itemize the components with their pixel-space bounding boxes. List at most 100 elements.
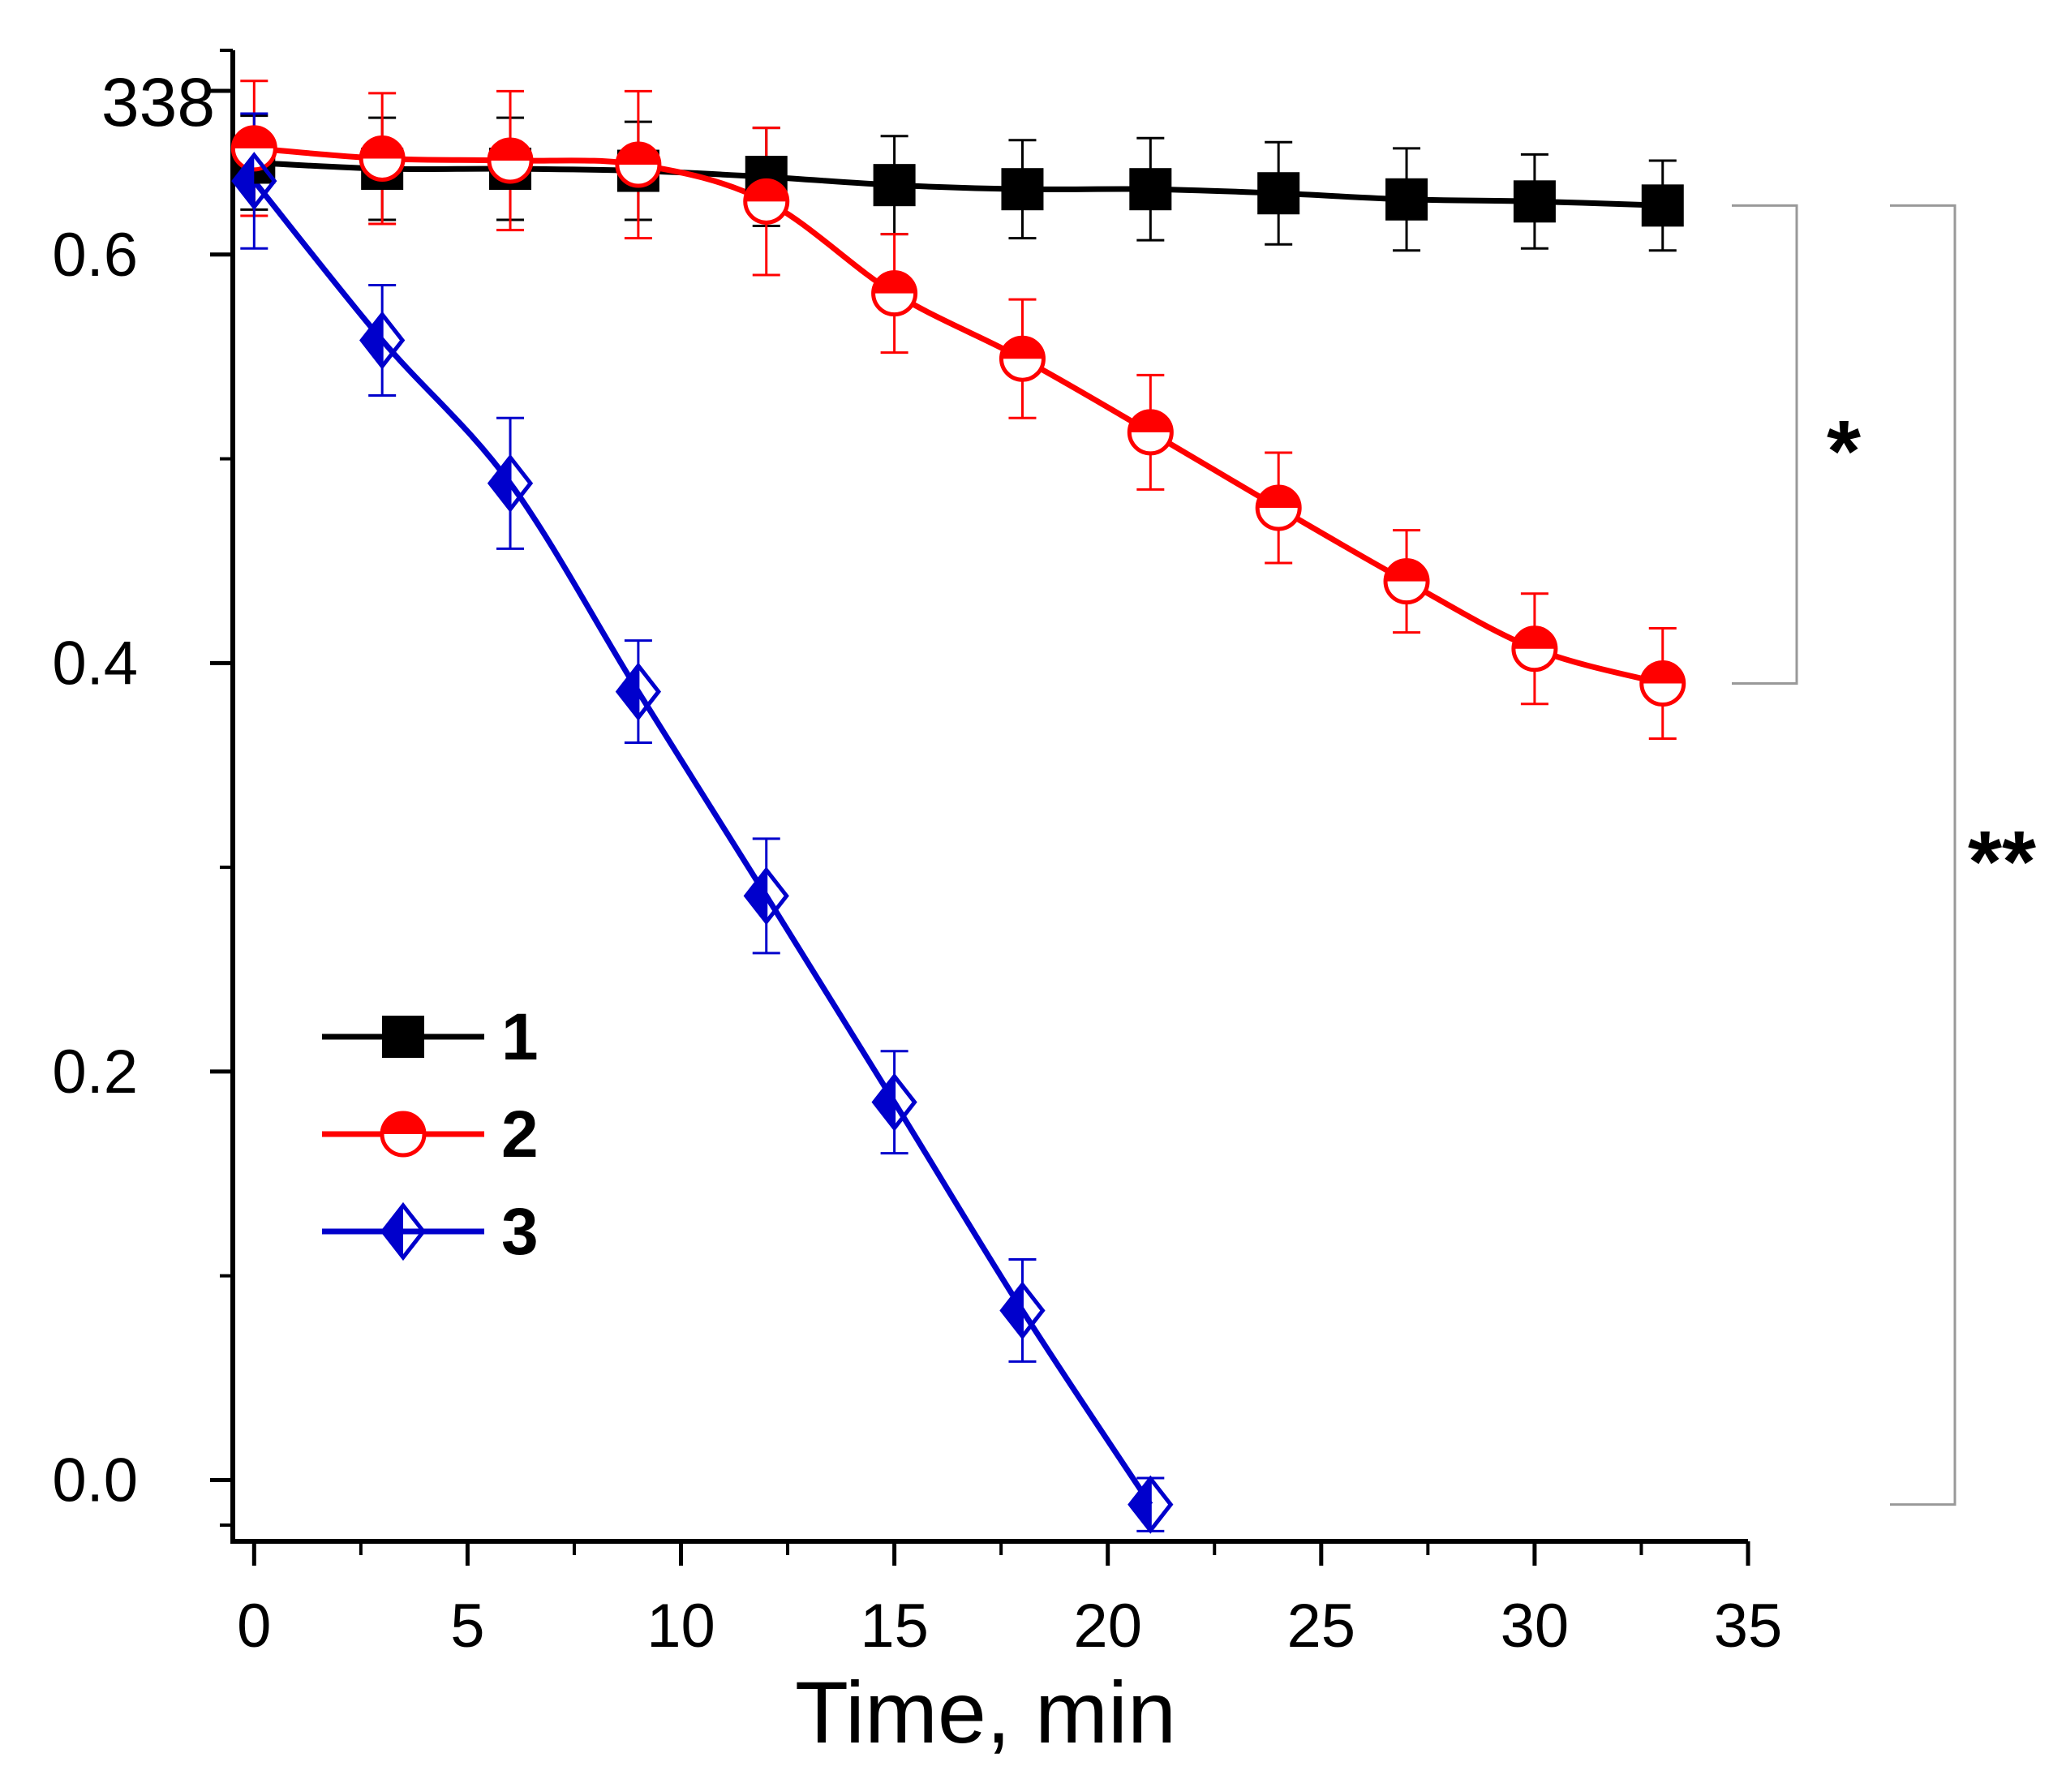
- series-markers: [230, 125, 1686, 1534]
- marker-diamond-fill: [383, 1205, 403, 1257]
- marker-square: [1513, 180, 1556, 223]
- x-tick-label: 20: [1073, 1592, 1142, 1661]
- marker-diamond-fill: [874, 1076, 895, 1128]
- marker-circle-fill: [1641, 662, 1684, 684]
- marker-square: [1641, 184, 1684, 227]
- x-tick-label: 15: [860, 1592, 929, 1661]
- y-tick-label: 0.4: [52, 629, 138, 698]
- legend-marker-3: [380, 1201, 427, 1261]
- marker-circle-fill: [1001, 337, 1044, 359]
- data-point-3: [359, 311, 406, 370]
- series-line-2: [254, 145, 1664, 686]
- data-point-2: [1639, 660, 1686, 707]
- legend-marker-1: [382, 1016, 424, 1058]
- data-point-1: [1641, 184, 1684, 227]
- bracket-label-2: **: [1968, 812, 2036, 910]
- marker-square: [1385, 178, 1428, 221]
- axes: 338 Time, min: [101, 50, 1748, 1761]
- marker-diamond-fill: [234, 155, 255, 208]
- data-point-2: [743, 178, 790, 225]
- marker-circle-fill: [1257, 486, 1300, 508]
- data-point-2: [359, 135, 406, 182]
- data-point-3: [743, 866, 789, 926]
- data-point-2: [1127, 409, 1174, 456]
- data-point-2: [1511, 625, 1558, 673]
- data-point-1: [873, 164, 916, 207]
- significance-brackets: ***: [1732, 204, 2036, 1506]
- data-point-1: [1001, 168, 1044, 211]
- marker-diamond-fill: [362, 314, 383, 367]
- marker-circle-fill: [489, 139, 532, 161]
- series-line-3: [251, 178, 1153, 1506]
- data-point-2: [1255, 484, 1302, 531]
- legend-label-1: 1: [501, 1000, 539, 1074]
- marker-square: [1001, 168, 1044, 211]
- bracket-2: [1890, 204, 1956, 1506]
- bracket-1: [1732, 204, 1798, 685]
- x-tick-label: 10: [646, 1592, 715, 1661]
- y-tick-label: 0.2: [52, 1038, 138, 1107]
- data-point-3: [999, 1281, 1046, 1340]
- marker-diamond: [871, 1072, 917, 1132]
- data-point-2: [615, 141, 662, 188]
- data-point-3: [615, 662, 662, 721]
- series-lines: [251, 145, 1664, 1506]
- data-point-2: [871, 270, 918, 317]
- marker-circle-fill: [1513, 627, 1556, 649]
- x-tick-label: 30: [1501, 1592, 1570, 1661]
- x-tick-label: 0: [237, 1592, 271, 1661]
- marker-square: [1129, 168, 1172, 211]
- marker-square: [873, 164, 916, 207]
- y-tick-label: 0.0: [52, 1446, 138, 1515]
- marker-circle-fill: [1129, 410, 1172, 432]
- legend-marker-2: [380, 1111, 427, 1158]
- x-tick-label: 5: [450, 1592, 484, 1661]
- data-point-1: [1257, 172, 1300, 215]
- data-point-3: [871, 1072, 917, 1132]
- marker-diamond: [487, 453, 534, 513]
- marker-diamond-fill: [1002, 1284, 1023, 1337]
- data-point-2: [487, 137, 534, 184]
- y-axis-top-label: 338: [101, 64, 215, 140]
- marker-diamond: [359, 311, 406, 370]
- marker-diamond: [743, 866, 789, 926]
- y-tick-label: 0.6: [52, 221, 138, 290]
- marker-circle-fill: [233, 127, 276, 148]
- legend-label-3: 3: [501, 1195, 539, 1269]
- marker-circle-fill: [382, 1113, 424, 1134]
- marker-diamond-fill: [490, 457, 511, 509]
- marker-circle-fill: [873, 272, 916, 294]
- marker-square: [382, 1016, 424, 1058]
- x-axis-title: Time, min: [795, 1663, 1176, 1761]
- x-tick-label: 35: [1714, 1592, 1783, 1661]
- marker-diamond-fill: [745, 870, 767, 922]
- marker-square: [1257, 172, 1300, 215]
- marker-diamond-fill: [617, 665, 638, 718]
- marker-diamond-fill: [1130, 1478, 1151, 1531]
- data-point-3: [487, 453, 534, 513]
- marker-circle-fill: [616, 143, 659, 165]
- data-point-1: [1129, 168, 1172, 211]
- marker-diamond: [1127, 1475, 1174, 1534]
- marker-circle-fill: [745, 180, 788, 202]
- data-point-1: [1513, 180, 1556, 223]
- series-line-1: [254, 159, 1663, 208]
- legend-label-2: 2: [501, 1098, 539, 1171]
- marker-diamond: [999, 1281, 1046, 1340]
- legend: 1 2 3: [322, 1000, 539, 1269]
- marker-circle-fill: [1385, 560, 1428, 582]
- marker-circle-fill: [361, 137, 404, 159]
- marker-diamond: [380, 1201, 427, 1261]
- data-point-3: [1127, 1475, 1174, 1534]
- data-point-2: [1383, 558, 1430, 605]
- x-tick-label: 25: [1287, 1592, 1356, 1661]
- marker-diamond: [615, 662, 662, 721]
- marker-diamond: [231, 152, 277, 211]
- ticks: 0 5 10 15 20 25 30 35 0.0 0.2 0.4 0.6: [52, 49, 1783, 1661]
- data-point-2: [999, 335, 1046, 382]
- data-point-3: [231, 152, 277, 211]
- data-point-1: [1385, 178, 1428, 221]
- bracket-label-1: *: [1827, 402, 1861, 500]
- error-bars: [240, 80, 1677, 1532]
